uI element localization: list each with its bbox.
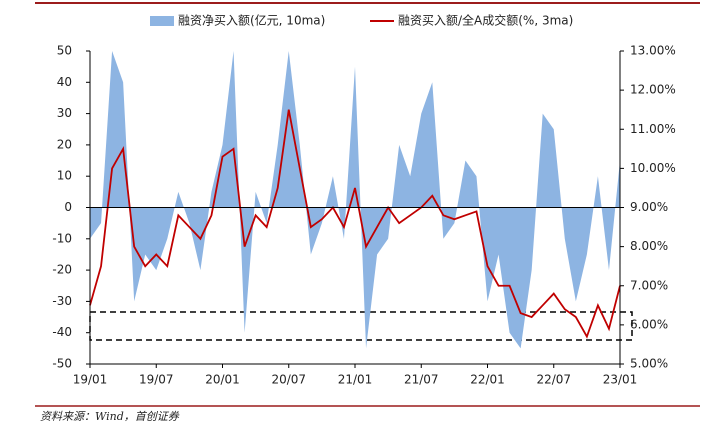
legend-swatch	[150, 16, 174, 26]
x-tick-label: 21/01	[338, 373, 373, 387]
y2-tick-label: 13.00%	[630, 44, 676, 58]
x-tick-label: 21/07	[404, 373, 439, 387]
y-tick-label: -20	[52, 263, 72, 277]
x-tick-label: 19/01	[73, 373, 108, 387]
y2-tick-label: 7.00%	[630, 278, 668, 292]
y-tick-label: 0	[64, 200, 72, 214]
y-tick-label: 20	[57, 137, 72, 151]
y-tick-label: -40	[52, 325, 72, 339]
area	[90, 51, 620, 349]
y2-tick-label: 6.00%	[630, 317, 668, 331]
y-tick-label: 10	[57, 169, 72, 183]
y-tick-label: -10	[52, 231, 72, 245]
y2-tick-label: 10.00%	[630, 161, 676, 175]
y2-tick-label: 11.00%	[630, 122, 676, 136]
x-tick-label: 23/01	[603, 373, 638, 387]
legend-label: 融资净买入额(亿元, 10ma)	[178, 13, 325, 28]
x-tick-label: 19/07	[139, 373, 174, 387]
y2-tick-label: 12.00%	[630, 83, 676, 97]
x-tick-label: 22/01	[470, 373, 505, 387]
x-tick-label: 20/01	[205, 373, 240, 387]
y-tick-label: -30	[52, 294, 72, 308]
line	[89, 109, 621, 339]
y-tick-label: -50	[52, 357, 72, 371]
y2-tick-label: 5.00%	[630, 357, 668, 371]
legend-label: 融资买入额/全A成交额(%, 3ma)	[398, 13, 573, 28]
x-tick-label: 22/07	[536, 373, 571, 387]
source: 资料来源：Wind，首创证券	[40, 410, 180, 423]
y2-tick-label: 9.00%	[630, 200, 668, 214]
y-tick-label: 40	[57, 75, 72, 89]
y2-tick-label: 8.00%	[630, 239, 668, 253]
x-tick-label: 20/07	[271, 373, 306, 387]
y-tick-label: 30	[57, 106, 72, 120]
highlight-box	[89, 311, 633, 341]
y-tick-label: 50	[57, 44, 72, 58]
